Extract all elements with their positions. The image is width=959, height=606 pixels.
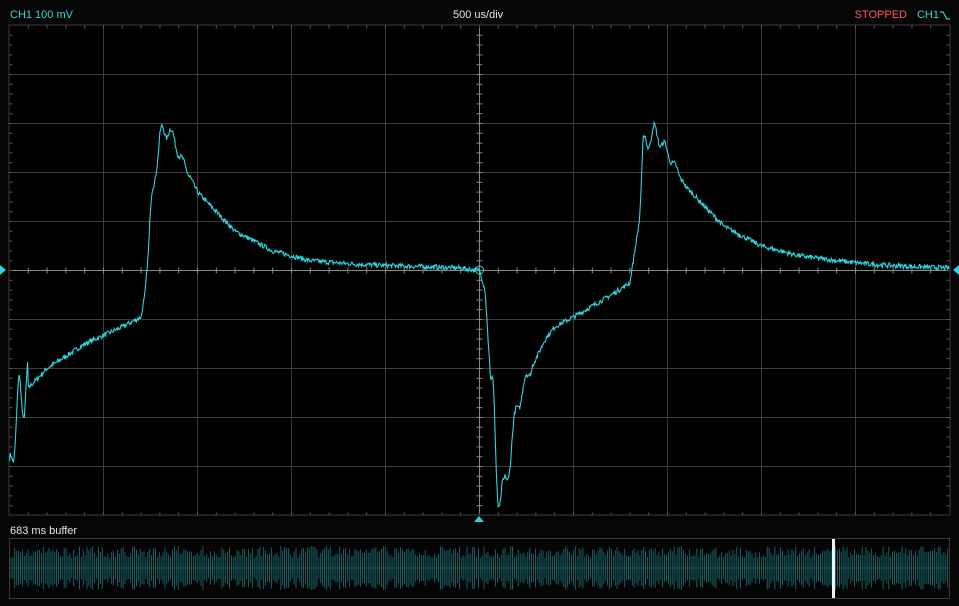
timebase-label[interactable]: 500 us/div [453, 9, 504, 21]
channel-offset-marker-left[interactable] [0, 265, 6, 275]
falling-edge-icon[interactable] [939, 9, 951, 21]
trigger-position-marker[interactable] [474, 516, 484, 522]
buffer-waveform [10, 539, 949, 598]
trigger-point-marker [475, 265, 484, 275]
scope-display[interactable] [0, 0, 959, 530]
run-status-label[interactable]: STOPPED [854, 9, 907, 21]
buffer-overview[interactable] [9, 538, 950, 599]
channel-offset-marker-right[interactable] [953, 265, 959, 275]
channel-scale-label[interactable]: CH1 100 mV [10, 9, 73, 21]
ch1-trace [8, 120, 950, 508]
trigger-source-label[interactable]: CH1 [916, 9, 939, 21]
buffer-label: 683 ms buffer [10, 525, 78, 537]
buffer-view-window[interactable] [832, 539, 835, 598]
